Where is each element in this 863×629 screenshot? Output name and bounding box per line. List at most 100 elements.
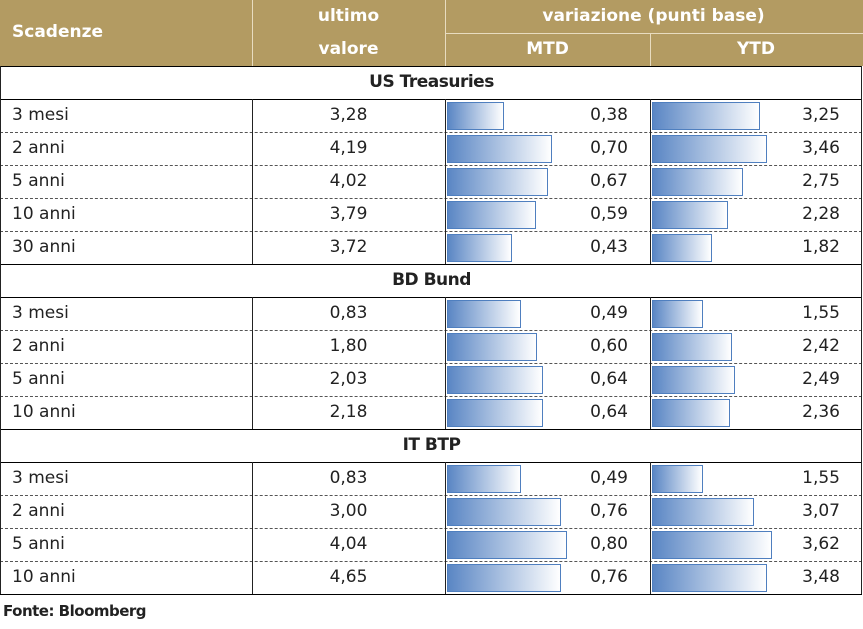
row-line <box>0 495 862 496</box>
change-value: 2,75 <box>802 171 840 191</box>
last-value: 3,72 <box>329 237 368 257</box>
data-bar <box>652 465 704 493</box>
column-line <box>861 264 862 297</box>
header-cell: ultimo <box>317 6 380 26</box>
change-value: 0,60 <box>590 336 628 356</box>
maturity: 2 anni <box>12 501 65 521</box>
last-value: 4,19 <box>329 138 368 158</box>
maturity: 2 anni <box>12 138 65 158</box>
maturity: 30 anni <box>12 237 76 257</box>
data-bar <box>652 333 733 361</box>
data-bar <box>447 300 521 328</box>
change-value: 0,43 <box>590 237 628 257</box>
change-value: 3,25 <box>802 105 840 125</box>
header-cell: Scadenze <box>12 22 104 42</box>
row-line <box>0 429 862 430</box>
last-value: 3,00 <box>329 501 368 521</box>
change-value: 2,42 <box>802 336 840 356</box>
data-bar <box>447 168 548 196</box>
change-value: 0,76 <box>590 567 628 587</box>
header-cell: MTD <box>526 39 569 59</box>
column-line <box>0 66 1 99</box>
data-bar <box>652 234 713 262</box>
data-bar <box>447 564 561 592</box>
data-bar <box>652 564 768 592</box>
column-line <box>861 429 862 462</box>
change-value: 1,55 <box>802 303 840 323</box>
change-value: 0,80 <box>590 534 628 554</box>
data-bar <box>652 498 754 526</box>
maturity: 10 anni <box>12 204 76 224</box>
data-bar <box>447 135 552 163</box>
change-value: 3,46 <box>802 138 840 158</box>
header-cell: YTD <box>736 39 776 59</box>
maturity: 5 anni <box>12 171 65 191</box>
last-value: 2,18 <box>329 402 368 422</box>
last-value: 4,04 <box>329 534 368 554</box>
change-value: 3,07 <box>802 501 840 521</box>
change-value: 0,64 <box>590 369 628 389</box>
column-line <box>0 99 1 264</box>
last-value: 4,02 <box>329 171 368 191</box>
maturity: 10 anni <box>12 567 76 587</box>
data-bar <box>447 498 561 526</box>
maturity: 10 anni <box>12 402 76 422</box>
change-value: 0,59 <box>590 204 628 224</box>
change-value: 2,49 <box>802 369 840 389</box>
column-line <box>0 429 1 462</box>
column-line <box>650 297 651 429</box>
column-line <box>650 99 651 264</box>
data-bar <box>447 465 521 493</box>
change-value: 0,49 <box>590 468 628 488</box>
data-bar <box>447 399 543 427</box>
column-line <box>650 462 651 594</box>
column-line <box>861 462 862 594</box>
column-line <box>445 297 446 429</box>
row-line <box>0 198 862 199</box>
maturity: 5 anni <box>12 534 65 554</box>
row-line <box>0 165 862 166</box>
column-line <box>445 462 446 594</box>
column-line <box>861 99 862 264</box>
section-title: US Treasuries <box>369 72 494 92</box>
data-bar <box>652 201 728 229</box>
column-line <box>445 99 446 264</box>
row-line <box>0 330 862 331</box>
last-value: 4,65 <box>329 567 368 587</box>
change-value: 1,82 <box>802 237 840 257</box>
row-line <box>0 66 862 67</box>
column-line <box>252 462 253 594</box>
row-line <box>0 594 862 595</box>
data-bar <box>447 531 567 559</box>
data-bar <box>652 168 744 196</box>
maturity: 3 mesi <box>12 105 69 125</box>
last-value: 1,80 <box>329 336 368 356</box>
source: Fonte: Bloomberg <box>3 602 147 620</box>
header-divider <box>252 0 253 66</box>
last-value: 3,28 <box>329 105 368 125</box>
data-bar <box>447 234 512 262</box>
change-value: 0,76 <box>590 501 628 521</box>
column-line <box>0 297 1 429</box>
section-title: BD Bund <box>392 270 471 290</box>
row-line <box>0 231 862 232</box>
data-bar <box>447 333 537 361</box>
row-line <box>0 528 862 529</box>
change-value: 2,36 <box>802 402 840 422</box>
maturity: 3 mesi <box>12 303 69 323</box>
header-cell: variazione (punti base) <box>542 6 765 26</box>
header-divider <box>650 33 651 66</box>
row-line <box>0 297 862 298</box>
last-value: 0,83 <box>329 303 368 323</box>
row-line <box>0 363 862 364</box>
maturity: 3 mesi <box>12 468 69 488</box>
change-value: 2,28 <box>802 204 840 224</box>
row-line <box>0 99 862 100</box>
column-line <box>861 66 862 99</box>
column-line <box>0 462 1 594</box>
section-title: IT BTP <box>402 435 461 455</box>
change-value: 0,38 <box>590 105 628 125</box>
change-value: 1,55 <box>802 468 840 488</box>
column-line <box>861 297 862 429</box>
